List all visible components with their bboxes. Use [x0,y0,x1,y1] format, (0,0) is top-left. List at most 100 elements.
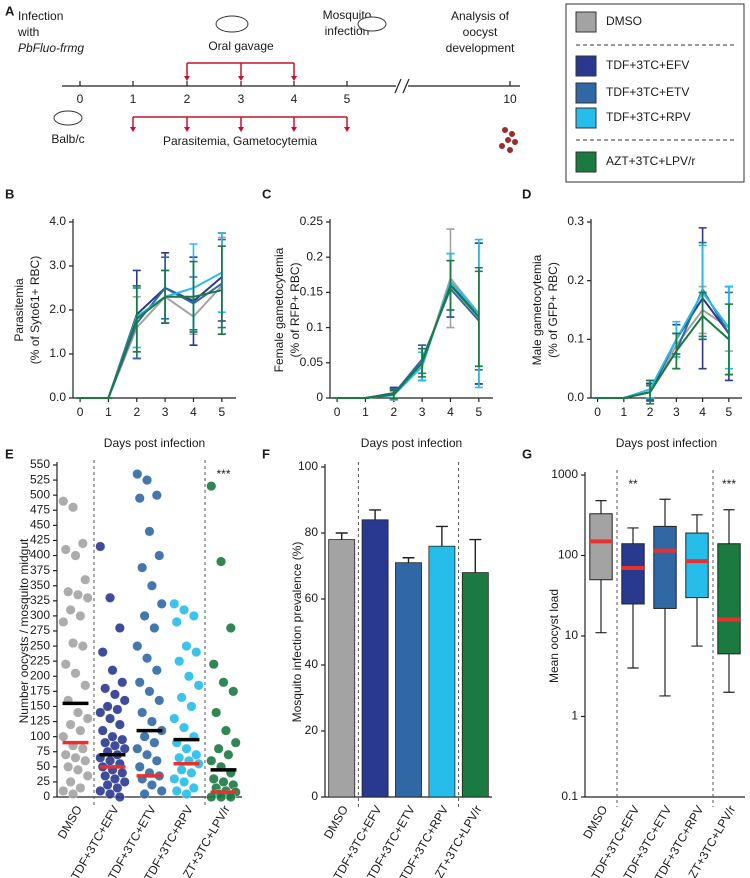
panel-label: E [5,446,14,461]
legend-swatch [575,11,597,33]
series-line [337,279,480,399]
y-tick-label: 4.0 [49,214,66,228]
box [717,543,741,655]
y-tick-label: 500 [30,487,50,501]
y-tick-label: 0.1 [567,332,584,346]
legend-swatch [575,82,597,104]
data-point [186,701,197,712]
data-point [139,731,150,742]
data-point [151,490,162,501]
panel-label: C [262,186,272,201]
bar [361,519,389,798]
y-tick-label: 400 [30,548,50,562]
y-tick-label: 475 [30,502,50,516]
y-tick-label: 150 [30,699,50,713]
diagram-text: PbFluo-frmg [18,41,84,55]
data-point [154,550,165,561]
bar [461,572,489,798]
day-label: 5 [344,92,351,106]
data-point [65,776,76,787]
data-point [68,502,79,513]
data-point [176,764,187,775]
data-point [223,749,234,760]
data-point [119,776,130,787]
y-tick-label: 2.0 [49,302,66,316]
legend-swatch [575,55,597,77]
panel-label: A [5,3,15,18]
data-point [100,770,111,781]
data-point [114,792,125,803]
y-tick-label: 225 [30,653,50,667]
data-point [142,749,153,760]
y-tick-label: 300 [30,608,50,622]
data-point [105,713,116,724]
data-point [208,773,219,784]
legend-label: TDF+3TC+EFV [606,58,689,72]
y-tick-label: 1 [571,709,578,723]
data-point [193,680,204,691]
y-tick-label: 25 [37,774,51,788]
error-bar [469,538,482,573]
x-tick-label: 1 [362,405,369,419]
y-tick-label: 20 [305,723,319,737]
data-point [151,755,162,766]
y-tick-label: 200 [30,668,50,682]
y-tick-label: 550 [30,457,50,471]
y-tick-label: 0.2 [306,249,323,263]
data-point [211,707,222,718]
x-tick-label: 4 [447,405,454,419]
data-point [230,737,241,748]
data-point [144,686,155,697]
box [589,513,613,581]
y-tick-label: 100 [30,729,50,743]
error-bar [369,509,382,520]
data-point [114,622,125,633]
data-point [225,622,236,633]
y-tick-label: 0.1 [306,320,323,334]
x-axis-title: Days post infection [616,436,717,450]
y-axis-title: Mean oocyst load [547,589,561,683]
y-tick-label: 325 [30,593,50,607]
x-tick-label: 3 [673,405,680,419]
y-tick-label: 75 [37,744,51,758]
timeline-ticks [79,81,511,86]
data-point [206,755,217,766]
data-point [65,719,76,730]
day-label: 4 [291,92,298,106]
data-point [95,707,106,718]
y-tick-label: 0 [43,789,50,803]
error-bar [402,557,415,563]
data-point [63,761,74,772]
mouse-icon [53,110,83,126]
x-tick-label: 3 [419,405,426,419]
diagram-text: Infection [18,9,63,23]
legend-label: AZT+3TC+LPV/r [606,154,695,168]
x-tick-label: 0 [77,405,84,419]
data-point [151,665,162,676]
data-point [208,659,219,670]
y-axis-title: (% of Syto61+ RBC) [28,256,42,364]
data-point [169,773,180,784]
bar [328,539,356,798]
diagram-text: Oral gavage [208,39,274,53]
y-tick-label: 0.05 [300,355,324,369]
data-point [144,526,155,537]
axis-break [394,78,410,94]
y-tick-label: 0.1 [561,789,578,803]
x-axis-title: Days post infection [104,436,205,450]
data-point [80,574,91,585]
x-tick-label: 4 [190,405,197,419]
mouse-icon [215,15,249,33]
data-point [171,616,182,627]
data-point [169,598,180,609]
data-point [97,647,108,658]
significance: *** [216,467,230,481]
y-tick-label: 0.15 [300,285,324,299]
y-tick-label: 80 [305,525,319,539]
panel-a: A Infection with PbFluo-frmg Oral gavage… [5,3,520,153]
x-tick-label: DMSO [55,803,85,841]
y-tick-label: 0 [311,789,318,803]
data-point [107,665,118,676]
day-label: 3 [238,92,245,106]
